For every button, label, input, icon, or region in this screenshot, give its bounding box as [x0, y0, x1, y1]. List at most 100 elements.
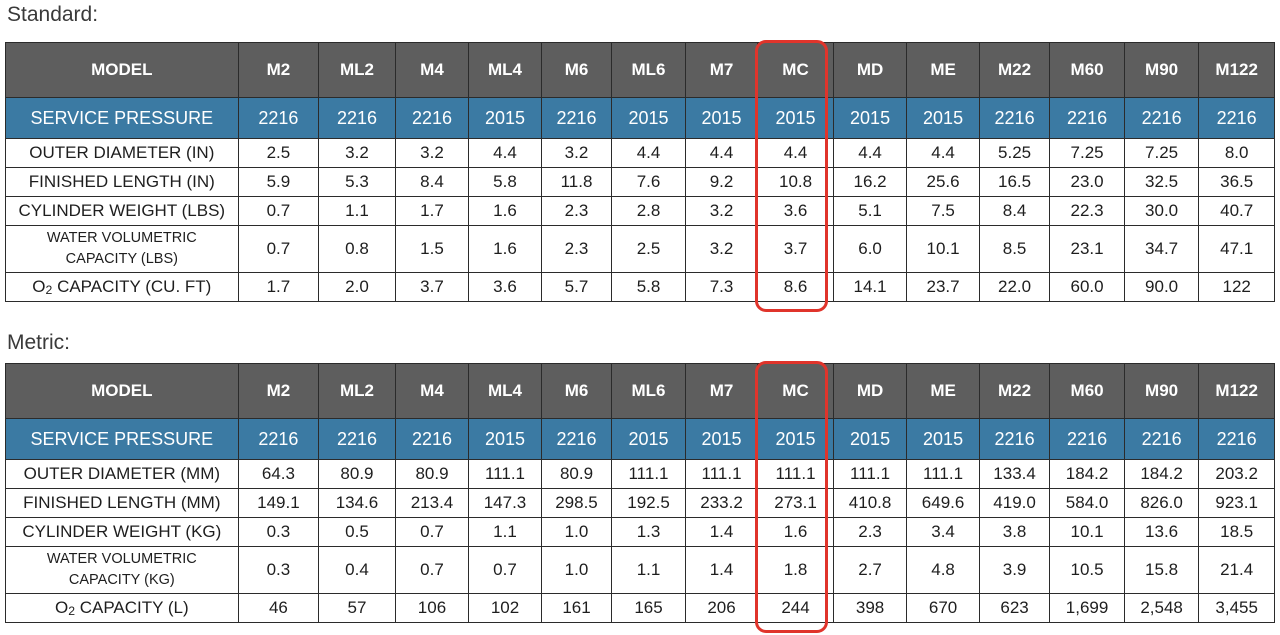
table-cell: 22.3	[1049, 196, 1125, 226]
table-cell: 3.9	[978, 546, 1051, 594]
table-cell: 64.3	[237, 459, 320, 489]
label-prefix: O	[54, 598, 69, 617]
table-cell: 34.7	[1123, 225, 1200, 273]
model-header-cell: ML6	[611, 363, 686, 419]
row-label-line2: CAPACITY (LBS)	[65, 251, 178, 267]
row-label-line2: CAPACITY (KG)	[68, 572, 175, 588]
table-cell: 4.4	[611, 138, 686, 168]
row-label: O2 CAPACITY (CU. FT)	[5, 272, 239, 302]
row-label: FINISHED LENGTH (IN)	[5, 167, 239, 197]
table-cell: 2015	[684, 418, 759, 460]
finished-length-row: FINISHED LENGTH (MM) 149.1 134.6 213.4 1…	[5, 488, 1275, 518]
table-cell: 2.5	[237, 138, 320, 168]
header-row: MODEL M2 ML2 M4 ML4 M6 ML6 M7 MC MD ME M…	[5, 363, 1275, 419]
table-cell: 1.1	[318, 196, 396, 226]
table-cell: 2015	[757, 418, 834, 460]
table-cell: 22.0	[978, 272, 1051, 302]
table-cell: 0.7	[237, 196, 320, 226]
table-cell: 3.6	[468, 272, 542, 302]
cylinder-weight-row: CYLINDER WEIGHT (LBS) 0.7 1.1 1.7 1.6 2.…	[5, 196, 1275, 226]
model-header-cell: M6	[540, 363, 613, 419]
table-cell: 90.0	[1123, 272, 1200, 302]
table-cell: 13.6	[1123, 517, 1200, 547]
table-cell: 102	[468, 593, 542, 623]
table-cell: 5.8	[611, 272, 686, 302]
table-cell: 6.0	[832, 225, 908, 273]
table-cell: 2216	[1049, 418, 1125, 460]
table-cell: 7.5	[906, 196, 980, 226]
water-capacity-row: WATER VOLUMETRIC CAPACITY (KG) 0.3 0.4 0.…	[5, 546, 1275, 594]
model-header-cell: M90	[1123, 42, 1200, 98]
table-cell: 203.2	[1198, 459, 1275, 489]
table-cell: 10.1	[906, 225, 980, 273]
label-subscript: 2	[68, 604, 75, 618]
table-cell: 134.6	[318, 488, 396, 518]
model-header-cell: M2	[237, 42, 320, 98]
table-cell: 7.25	[1123, 138, 1200, 168]
standard-spec-table: MODEL M2 ML2 M4 ML4 M6 ML6 M7 MC MD ME M…	[5, 42, 1275, 302]
table-cell: 410.8	[832, 488, 908, 518]
table-cell: 8.4	[978, 196, 1051, 226]
table-cell: 23.7	[906, 272, 980, 302]
model-header-cell: M7	[684, 42, 759, 98]
table-cell: 8.5	[978, 225, 1051, 273]
table-cell: 2015	[906, 97, 980, 139]
model-header-cell: MD	[832, 363, 908, 419]
table-cell: 2216	[1198, 97, 1275, 139]
outer-diameter-row: OUTER DIAMETER (IN) 2.5 3.2 3.2 4.4 3.2 …	[5, 138, 1275, 168]
table-cell: 2015	[757, 97, 834, 139]
table-cell: 2015	[832, 418, 908, 460]
model-header-cell: ML4	[468, 42, 542, 98]
table-cell: 2015	[468, 418, 542, 460]
table-cell: 3.6	[757, 196, 834, 226]
table-cell: 0.7	[237, 225, 320, 273]
table-cell: 2015	[611, 97, 686, 139]
table-cell: 111.1	[832, 459, 908, 489]
table-cell: 111.1	[757, 459, 834, 489]
table-cell: 0.7	[394, 517, 470, 547]
table-cell: 111.1	[906, 459, 980, 489]
table-cell: 3.2	[318, 138, 396, 168]
table-cell: 32.5	[1123, 167, 1200, 197]
table-cell: 46	[237, 593, 320, 623]
row-label: SERVICE PRESSURE	[5, 97, 239, 139]
table-cell: 3.4	[906, 517, 980, 547]
table-cell: 0.7	[468, 546, 542, 594]
table-cell: 2.3	[540, 196, 613, 226]
table-cell: 23.1	[1049, 225, 1125, 273]
metric-section-title: Metric:	[7, 331, 70, 354]
table-cell: 36.5	[1198, 167, 1275, 197]
table-cell: 2216	[1049, 97, 1125, 139]
table-cell: 4.8	[906, 546, 980, 594]
table-cell: 149.1	[237, 488, 320, 518]
table-cell: 3.7	[757, 225, 834, 273]
table-cell: 584.0	[1049, 488, 1125, 518]
model-header-cell: MC	[757, 363, 834, 419]
table-cell: 244	[757, 593, 834, 623]
model-header: MODEL	[5, 363, 239, 419]
table-cell: 0.8	[318, 225, 396, 273]
model-header-cell: M22	[978, 42, 1051, 98]
model-header-cell: M60	[1049, 363, 1125, 419]
label-suffix: CAPACITY (L)	[75, 598, 189, 617]
table-cell: 0.4	[318, 546, 396, 594]
table-cell: 8.4	[394, 167, 470, 197]
table-cell: 298.5	[540, 488, 613, 518]
table-cell: 5.3	[318, 167, 396, 197]
table-cell: 2015	[684, 97, 759, 139]
model-header-cell: M4	[394, 42, 470, 98]
table-cell: 623	[978, 593, 1051, 623]
table-cell: 165	[611, 593, 686, 623]
table-cell: 161	[540, 593, 613, 623]
model-header-cell: M90	[1123, 363, 1200, 419]
table-cell: 419.0	[978, 488, 1051, 518]
table-cell: 1.1	[468, 517, 542, 547]
table-cell: 9.2	[684, 167, 759, 197]
table-cell: 184.2	[1123, 459, 1200, 489]
table-cell: 826.0	[1123, 488, 1200, 518]
table-cell: 5.8	[468, 167, 542, 197]
row-label: OUTER DIAMETER (IN)	[5, 138, 239, 168]
model-header-cell: M2	[237, 363, 320, 419]
table-cell: 3.2	[684, 196, 759, 226]
row-label: FINISHED LENGTH (MM)	[5, 488, 239, 518]
